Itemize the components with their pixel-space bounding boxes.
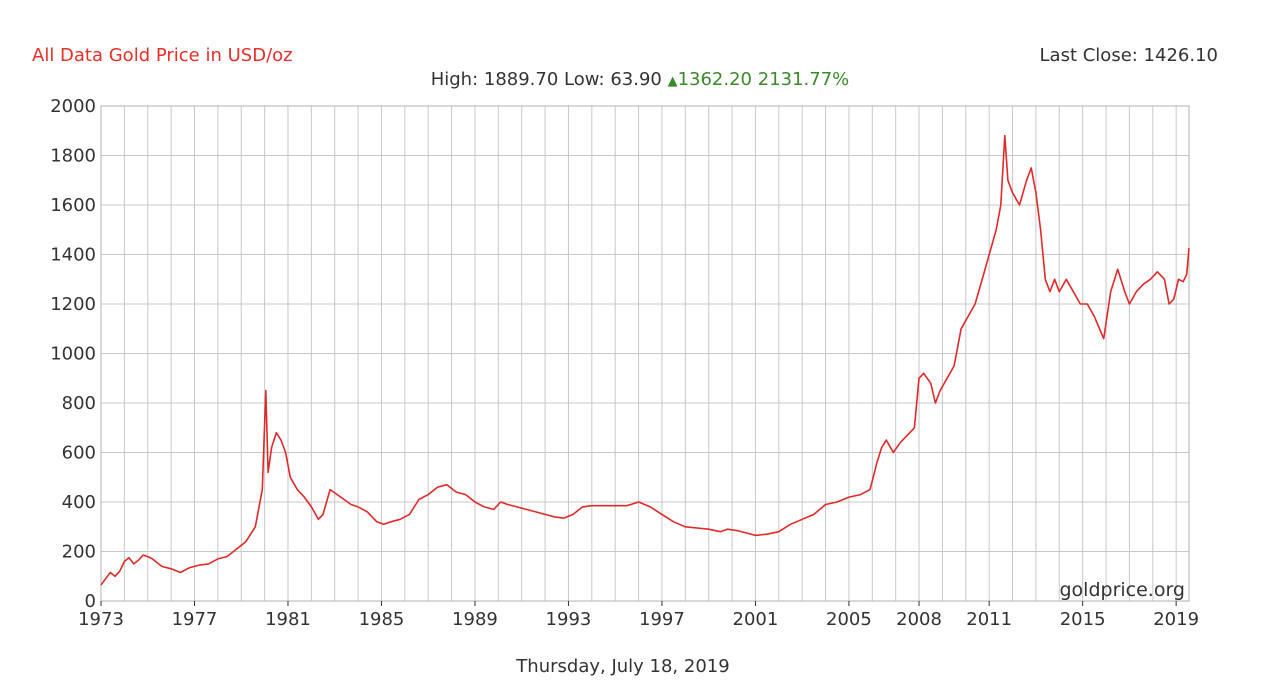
x-tick-label: 2001	[733, 609, 779, 630]
x-tick-label: 2005	[826, 609, 872, 630]
x-tick-label: 1981	[265, 609, 311, 630]
y-tick-label: 800	[62, 393, 96, 414]
y-tick-label: 1200	[50, 294, 96, 315]
x-tick-label: 1985	[359, 609, 405, 630]
x-tick-label: 2008	[896, 609, 942, 630]
change-value: 1362.20	[677, 69, 753, 90]
x-axis: 1973 1977 1981 1985 1989 1993 1997 2001 2005 2008…	[78, 601, 1199, 630]
chart-date: Thursday, July 18, 2019	[516, 656, 730, 677]
y-tick-label: 1000	[50, 344, 96, 365]
y-tick-label: 1400	[50, 245, 96, 266]
low-label: Low:	[564, 69, 605, 90]
plot-frame	[100, 105, 1190, 602]
triangle-up-icon: ▲	[667, 74, 678, 89]
high-value: 1889.70	[483, 69, 559, 90]
price-stats: High: 1889.70 Low: 63.90 ▲1362.20 2131.7…	[0, 69, 1280, 90]
y-tick-label: 200	[62, 542, 96, 563]
x-tick-label: 1997	[639, 609, 685, 630]
x-tick-label: 2011	[966, 609, 1012, 630]
x-tick-label: 1989	[452, 609, 498, 630]
x-tick-label: 1977	[172, 609, 218, 630]
x-tick-label: 1973	[78, 609, 124, 630]
y-tick-label: 400	[62, 492, 96, 513]
y-tick-label: 0	[85, 591, 96, 612]
last-close-label: Last Close: 1426.10	[1039, 45, 1218, 66]
low-value: 63.90	[610, 69, 662, 90]
watermark: goldprice.org	[1059, 579, 1185, 601]
y-tick-label: 2000	[50, 96, 96, 117]
high-label: High:	[430, 69, 479, 90]
x-tick-label: 1993	[546, 609, 592, 630]
change-percent: 2131.77%	[757, 69, 850, 90]
series-line-gold-price	[100, 134, 1190, 586]
x-tick-label: 2015	[1060, 609, 1106, 630]
y-tick-label: 1800	[50, 146, 96, 167]
y-tick-label: 1600	[50, 195, 96, 216]
y-axis: 0 200 400 600 800 1000 1200 1400 1600 1800 2000	[50, 96, 96, 612]
y-tick-label: 600	[62, 443, 96, 464]
chart-title: All Data Gold Price in USD/oz	[32, 45, 293, 66]
x-tick-label: 2019	[1153, 609, 1199, 630]
